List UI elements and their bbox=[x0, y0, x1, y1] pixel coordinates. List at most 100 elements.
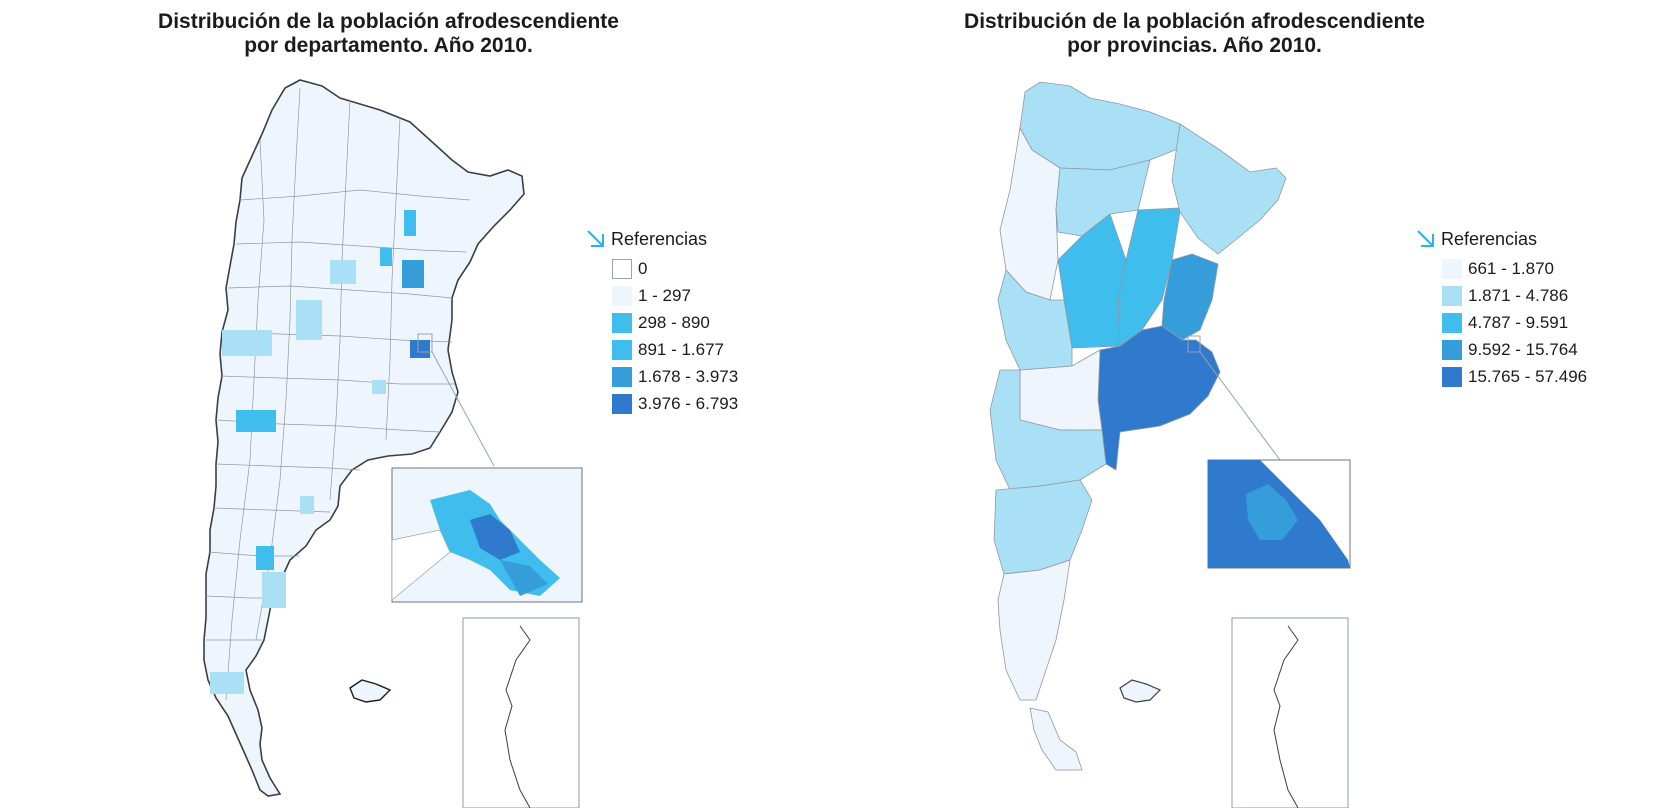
provincias-map bbox=[989, 81, 1351, 808]
province-shape bbox=[1171, 123, 1287, 255]
province-shape bbox=[1097, 325, 1221, 471]
department-cell bbox=[410, 340, 430, 358]
buenos-aires-inset bbox=[391, 467, 583, 603]
inset-region-empty bbox=[391, 529, 451, 601]
legend-swatch bbox=[1442, 339, 1462, 360]
department-boundary bbox=[215, 463, 361, 471]
department-cell bbox=[296, 300, 322, 340]
legend-items: 661 - 1.870 1.871 - 4.786 4.787 - 9.591 … bbox=[1442, 255, 1587, 390]
zoom-source-box bbox=[417, 333, 433, 353]
highlighted-departments bbox=[210, 210, 430, 694]
legend-item: 1 - 297 bbox=[612, 282, 738, 309]
malvinas-islands bbox=[349, 679, 392, 703]
legend-title: Referencias bbox=[1441, 228, 1538, 249]
legend-swatch bbox=[612, 285, 632, 306]
legend-item: 9.592 - 15.764 bbox=[1442, 336, 1587, 363]
legend-swatch bbox=[1442, 312, 1462, 333]
islands-shape bbox=[349, 679, 392, 703]
inset-region-mid bbox=[1246, 484, 1298, 540]
province-shape bbox=[1029, 707, 1083, 771]
department-cell bbox=[262, 572, 286, 608]
legend-label: 1.871 - 4.786 bbox=[1468, 285, 1569, 305]
department-cell bbox=[256, 546, 274, 570]
legend-label: 3.976 - 6.793 bbox=[638, 393, 739, 413]
islands-shape bbox=[1119, 679, 1162, 703]
argentina-outline bbox=[203, 79, 525, 797]
arrow-down-right-icon bbox=[1417, 230, 1434, 247]
legend-swatch bbox=[612, 339, 632, 360]
legend-label: 891 - 1.677 bbox=[638, 339, 725, 359]
legend-swatch bbox=[612, 366, 632, 387]
zoom-connector bbox=[1199, 351, 1281, 461]
zoom-source-box bbox=[1187, 335, 1201, 353]
provinces bbox=[989, 81, 1287, 771]
legend-departamentos: Referencias 0 1 - 297 298 - 890 891 - 1.… bbox=[585, 227, 738, 417]
legend-item: 1.871 - 4.786 bbox=[1442, 282, 1587, 309]
legend-swatch bbox=[612, 312, 632, 333]
antarctica-frame bbox=[1231, 617, 1349, 808]
legend-item: 0 bbox=[612, 255, 738, 282]
buenos-aires-inset bbox=[1207, 459, 1351, 569]
province-shape bbox=[1161, 253, 1219, 341]
map-panel-departamentos: Distribución de la población afrodescend… bbox=[0, 0, 820, 808]
department-cell bbox=[404, 210, 416, 236]
legend-label: 1 - 297 bbox=[638, 285, 691, 305]
legend-title: Referencias bbox=[611, 228, 708, 249]
map-title-line-1: Distribución de la población afrodescend… bbox=[964, 10, 1425, 33]
department-cell bbox=[372, 380, 386, 394]
legend-label: 15.765 - 57.496 bbox=[1468, 366, 1588, 386]
legend-label: 298 - 890 bbox=[638, 312, 710, 332]
map-title: Distribución de la población afrodescend… bbox=[926, 10, 1463, 58]
province-shape bbox=[1019, 81, 1201, 171]
legend-header: Referencias bbox=[585, 227, 738, 251]
legend-swatch bbox=[612, 258, 632, 279]
department-boundary bbox=[219, 375, 455, 385]
province-shape bbox=[989, 369, 1107, 491]
department-boundary bbox=[385, 117, 401, 441]
department-boundary bbox=[227, 285, 453, 299]
legend-label: 9.592 - 15.764 bbox=[1468, 339, 1578, 359]
department-cell bbox=[210, 672, 244, 694]
legend-label: 4.787 - 9.591 bbox=[1468, 312, 1569, 332]
legend-provincias: Referencias 661 - 1.870 1.871 - 4.786 4.… bbox=[1415, 227, 1587, 390]
map-title-line-2: por departamento. Año 2010. bbox=[244, 34, 533, 57]
legend-item: 1.678 - 3.973 bbox=[612, 363, 738, 390]
inset-zoom-line bbox=[1187, 335, 1281, 461]
department-cell bbox=[300, 496, 314, 514]
legend-item: 4.787 - 9.591 bbox=[1442, 309, 1587, 336]
legend-label: 661 - 1.870 bbox=[1468, 258, 1555, 278]
department-cell bbox=[330, 260, 356, 284]
arrow-down-right-icon bbox=[587, 230, 604, 247]
department-boundary bbox=[329, 99, 351, 501]
map-title: Distribución de la población afrodescend… bbox=[120, 10, 657, 58]
map-title-line-2: por provincias. Año 2010. bbox=[1067, 34, 1322, 57]
legend-header: Referencias bbox=[1415, 227, 1587, 251]
antarctica-frame bbox=[462, 617, 580, 808]
legend-swatch bbox=[1442, 366, 1462, 387]
legend-swatch bbox=[1442, 258, 1462, 279]
legend-items: 0 1 - 297 298 - 890 891 - 1.677 1.678 - … bbox=[612, 255, 738, 417]
department-cell bbox=[222, 330, 272, 356]
department-cell bbox=[236, 410, 276, 432]
departamentos-map bbox=[203, 79, 583, 808]
legend-item: 891 - 1.677 bbox=[612, 336, 738, 363]
inset-region-mid bbox=[500, 560, 548, 596]
legend-swatch bbox=[1442, 285, 1462, 306]
zoom-connector bbox=[431, 351, 495, 467]
malvinas-islands bbox=[1119, 679, 1162, 703]
antarctica-coast bbox=[504, 625, 531, 808]
legend-item: 15.765 - 57.496 bbox=[1442, 363, 1587, 390]
antarctica-coast bbox=[1273, 625, 1299, 808]
legend-swatch bbox=[612, 393, 632, 414]
legend-label: 0 bbox=[638, 258, 648, 278]
department-boundary bbox=[235, 241, 467, 253]
department-cell bbox=[402, 260, 424, 288]
legend-item: 298 - 890 bbox=[612, 309, 738, 336]
department-cell bbox=[380, 248, 392, 266]
inset-zoom-line bbox=[417, 333, 495, 467]
country-shape bbox=[203, 79, 525, 797]
province-shape bbox=[997, 269, 1073, 371]
province-shape bbox=[997, 559, 1071, 701]
inset-region-dark bbox=[470, 514, 520, 560]
province-shape bbox=[993, 479, 1093, 575]
